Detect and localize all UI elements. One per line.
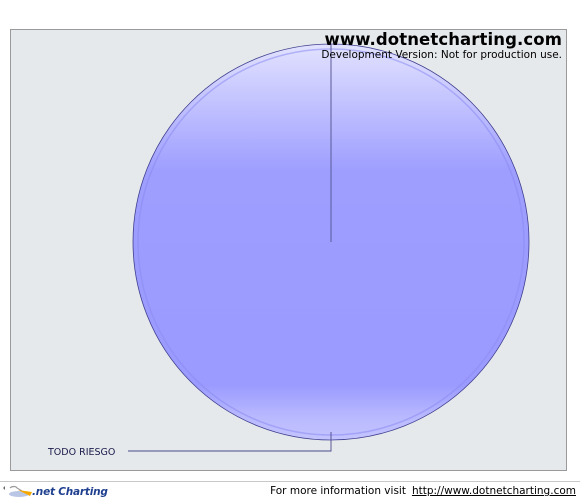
watermark-note: Development Version: Not for production … [321,49,562,61]
watermark-url: www.dotnetcharting.com [324,30,562,49]
footer-info: For more information visit http://www.dot… [270,485,576,497]
watermark: www.dotnetcharting.com Development Versi… [321,30,562,61]
slice-leader-line [128,432,332,452]
slice-label: TODO RIESGO [47,447,115,458]
dotnetcharting-logo: .net Charting [2,484,108,500]
footer: .net Charting For more information visit… [0,481,580,501]
footer-info-text: For more information visit [270,485,406,497]
logo-mark-icon [2,484,32,500]
pie-chart: TODO RIESGO [47,43,530,458]
footer-link[interactable]: http://www.dotnetcharting.com [411,485,576,497]
logo-text: .net Charting [32,486,108,498]
